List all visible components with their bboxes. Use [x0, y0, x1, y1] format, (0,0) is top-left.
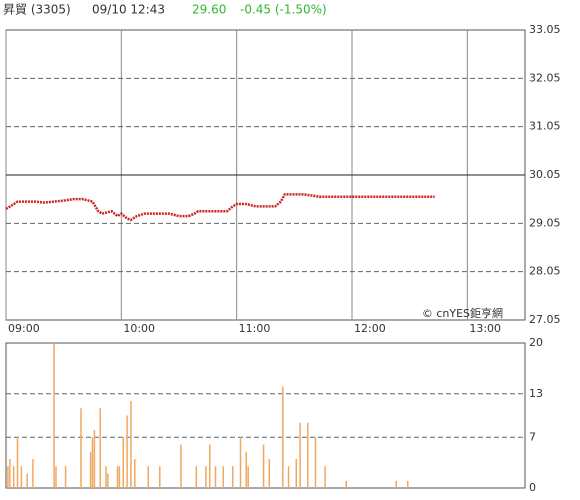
volume-bar	[116, 466, 119, 488]
price-change: -0.45 (-1.50%)	[240, 3, 327, 17]
x-tick-label: 09:00	[8, 322, 40, 335]
volume-bar	[247, 466, 249, 488]
volume-bar	[209, 444, 211, 488]
y-tick-label: 32.05	[529, 71, 561, 84]
volume-bar	[324, 466, 326, 488]
y-tick-label: 29.05	[529, 216, 561, 229]
volume-bar	[20, 466, 23, 488]
price-line	[5, 193, 435, 222]
volume-bar	[118, 466, 121, 488]
volume-bar	[262, 444, 265, 488]
volume-bar	[122, 437, 125, 488]
volume-bar	[80, 408, 82, 488]
last-price: 29.60	[192, 3, 226, 17]
volume-bar	[99, 408, 101, 488]
volume-bar	[134, 459, 136, 488]
volume-bar	[205, 466, 207, 488]
volume-bar	[130, 401, 132, 488]
x-tick-label: 13:00	[469, 322, 501, 335]
volume-bar	[195, 466, 198, 488]
volume-bar	[12, 466, 15, 488]
volume-bar	[159, 466, 161, 488]
volume-bar	[26, 473, 28, 488]
y-tick-label: 13	[529, 387, 543, 400]
volume-bar	[295, 459, 298, 488]
volume-bar	[53, 343, 55, 488]
watermark: © cnYES鉅亨網	[422, 306, 503, 320]
volume-bar	[32, 459, 34, 488]
plot-frame	[5, 342, 526, 489]
volume-bar	[180, 444, 182, 488]
volume-bar	[232, 466, 234, 488]
volume-bar	[395, 480, 397, 488]
volume-bar	[314, 437, 317, 488]
quote-time: 09/10 12:43	[92, 3, 165, 17]
y-tick-label: 33.05	[529, 23, 561, 36]
volume-bar	[107, 473, 109, 488]
volume-bar	[126, 415, 128, 488]
volume-bar	[9, 459, 11, 488]
y-tick-label: 30.05	[529, 168, 561, 181]
volume-bar	[245, 451, 248, 488]
volume-bar	[345, 480, 347, 488]
volume-bar	[239, 437, 242, 488]
volume-bar	[268, 459, 271, 488]
y-tick-label: 27.05	[529, 313, 561, 326]
volume-bar	[299, 422, 301, 488]
volume-bar	[16, 437, 19, 488]
volume-bar	[214, 466, 217, 488]
volume-bar	[93, 430, 96, 488]
y-tick-label: 0	[529, 481, 536, 494]
x-tick-label: 11:00	[239, 322, 271, 335]
volume-bar	[7, 466, 9, 488]
volume-bar	[89, 451, 92, 488]
x-tick-label: 10:00	[123, 322, 155, 335]
x-tick-label: 12:00	[354, 322, 386, 335]
volume-bar	[282, 386, 284, 488]
y-tick-label: 20	[529, 336, 543, 349]
volume-bar	[105, 466, 107, 488]
volume-bar	[406, 480, 409, 488]
volume-bar	[55, 466, 57, 488]
stock-name: 昇貿 (3305)	[3, 3, 71, 17]
volume-bar	[287, 466, 290, 488]
y-tick-label: 31.05	[529, 120, 561, 133]
y-tick-label: 7	[529, 430, 536, 443]
volume-bar	[222, 466, 224, 488]
volume-bar	[64, 466, 67, 488]
volume-bar	[91, 437, 94, 488]
volume-bar	[307, 422, 309, 488]
y-tick-label: 28.05	[529, 265, 561, 278]
volume-bar	[147, 466, 149, 488]
